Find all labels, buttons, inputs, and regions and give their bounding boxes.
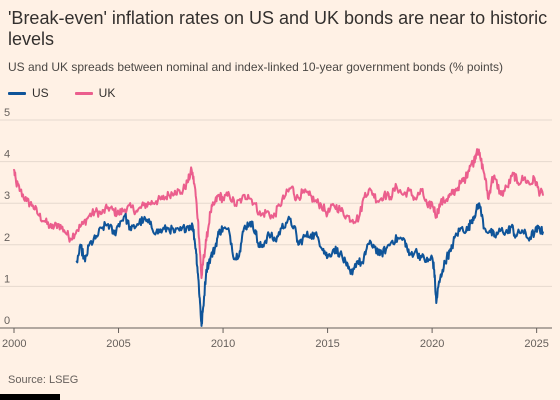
- x-tick-label-2015: 2015: [315, 338, 339, 350]
- grid-layer: [0, 119, 552, 287]
- x-tick-label-2000: 2000: [2, 338, 26, 350]
- y-tick-label-1: 1: [4, 273, 10, 285]
- y-tick-label-2: 2: [4, 232, 10, 244]
- axis-layer: 0 1 2 3 4 5 2000 2005 2010 2015 2020 2025: [0, 107, 552, 350]
- chart-title: 'Break-even' inflation rates on US and U…: [8, 8, 548, 49]
- series-line-us: [75, 202, 544, 327]
- legend-item-us: US: [8, 86, 49, 100]
- x-tick-label-2010: 2010: [211, 338, 235, 350]
- y-tick-label-3: 3: [4, 190, 10, 202]
- legend: US UK: [8, 85, 141, 101]
- line-chart: 0 1 2 3 4 5 2000 2005 2010 2015 2020 2025: [0, 107, 552, 350]
- x-tick-label-2020: 2020: [420, 338, 444, 350]
- y-tick-label-5: 5: [4, 107, 10, 119]
- legend-swatch-us: [8, 91, 26, 95]
- x-tick-label-2025: 2025: [524, 338, 548, 350]
- x-tick-label-2005: 2005: [106, 338, 130, 350]
- source-note: Source: LSEG: [8, 374, 79, 386]
- footer-rule: [0, 394, 60, 400]
- y-tick-label-4: 4: [4, 149, 10, 161]
- chart-subtitle: US and UK spreads between nominal and in…: [8, 60, 503, 74]
- series-layer: [13, 148, 544, 327]
- series-line-uk: [13, 148, 544, 280]
- y-tick-label-0: 0: [4, 315, 10, 327]
- legend-label-us: US: [32, 86, 49, 100]
- legend-label-uk: UK: [98, 86, 116, 100]
- legend-swatch-uk: [74, 91, 93, 95]
- legend-item-uk: UK: [74, 86, 116, 100]
